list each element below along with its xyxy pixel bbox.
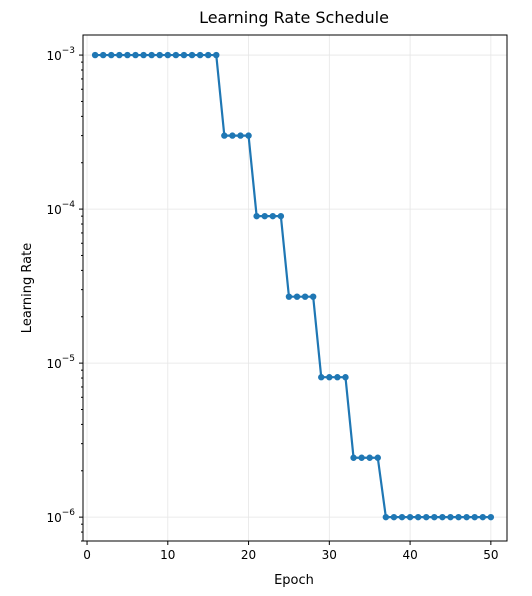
y-tick-label: 10−6 [46,508,75,525]
data-point [471,513,478,521]
chart-title: Learning Rate Schedule [199,8,389,27]
data-point [431,513,438,521]
x-axis-label: Epoch [274,573,314,588]
data-point [172,51,180,59]
y-tick-label: 10−3 [46,46,75,63]
data-point [358,454,365,461]
data-point [116,51,123,59]
data-point [188,51,196,59]
data-point [414,513,422,521]
x-tick-label: 30 [322,548,337,562]
y-ticks: 10−6 10−5 10−4 10−3 [46,46,83,542]
y-axis-label: Learning Rate [20,243,35,333]
data-point [140,51,147,59]
data-point [229,132,236,139]
series-layer [91,51,495,521]
data-point [285,293,293,300]
data-point [213,51,220,59]
data-point [463,513,470,521]
data-point [423,513,430,521]
data-point [366,454,373,461]
data-point [487,513,495,521]
x-tick-label: 20 [241,548,256,562]
plot-frame [82,34,508,542]
data-point [237,132,244,139]
data-point [108,51,115,59]
y-tick-label: 10−4 [46,200,75,217]
x-tick-label: 40 [402,548,417,562]
data-point [261,212,268,220]
data-point [245,132,252,139]
data-point [156,51,163,59]
data-point [124,51,131,59]
data-point [293,293,301,300]
x-tick-label: 50 [483,548,498,562]
data-point [350,454,357,461]
data-point [180,51,188,59]
data-point [196,51,204,59]
data-point [99,51,107,59]
data-point [204,51,212,59]
data-point [447,513,454,521]
data-point [277,212,285,220]
series-line [95,53,491,519]
y-tick-label: 10−5 [46,354,75,371]
data-point [91,51,99,59]
data-point [342,374,349,381]
grid [83,35,507,541]
x-tick-label: 10 [160,548,175,562]
data-point [318,374,325,381]
data-point [398,513,406,521]
data-point [326,374,333,381]
data-point [132,51,139,59]
data-point [309,293,317,300]
data-point [221,132,228,139]
x-ticks: 0 10 20 30 40 50 [83,541,498,562]
data-point [479,513,486,521]
data-point [390,513,398,521]
data-point [406,513,414,521]
data-point [253,212,260,220]
data-point [334,374,341,381]
data-point [382,513,390,521]
x-tick-label: 0 [83,548,91,562]
data-point [374,454,381,461]
data-point [455,513,462,521]
data-point [269,212,276,220]
data-point [148,51,155,59]
data-point [164,51,171,59]
data-point [301,293,309,300]
data-point [439,513,446,521]
